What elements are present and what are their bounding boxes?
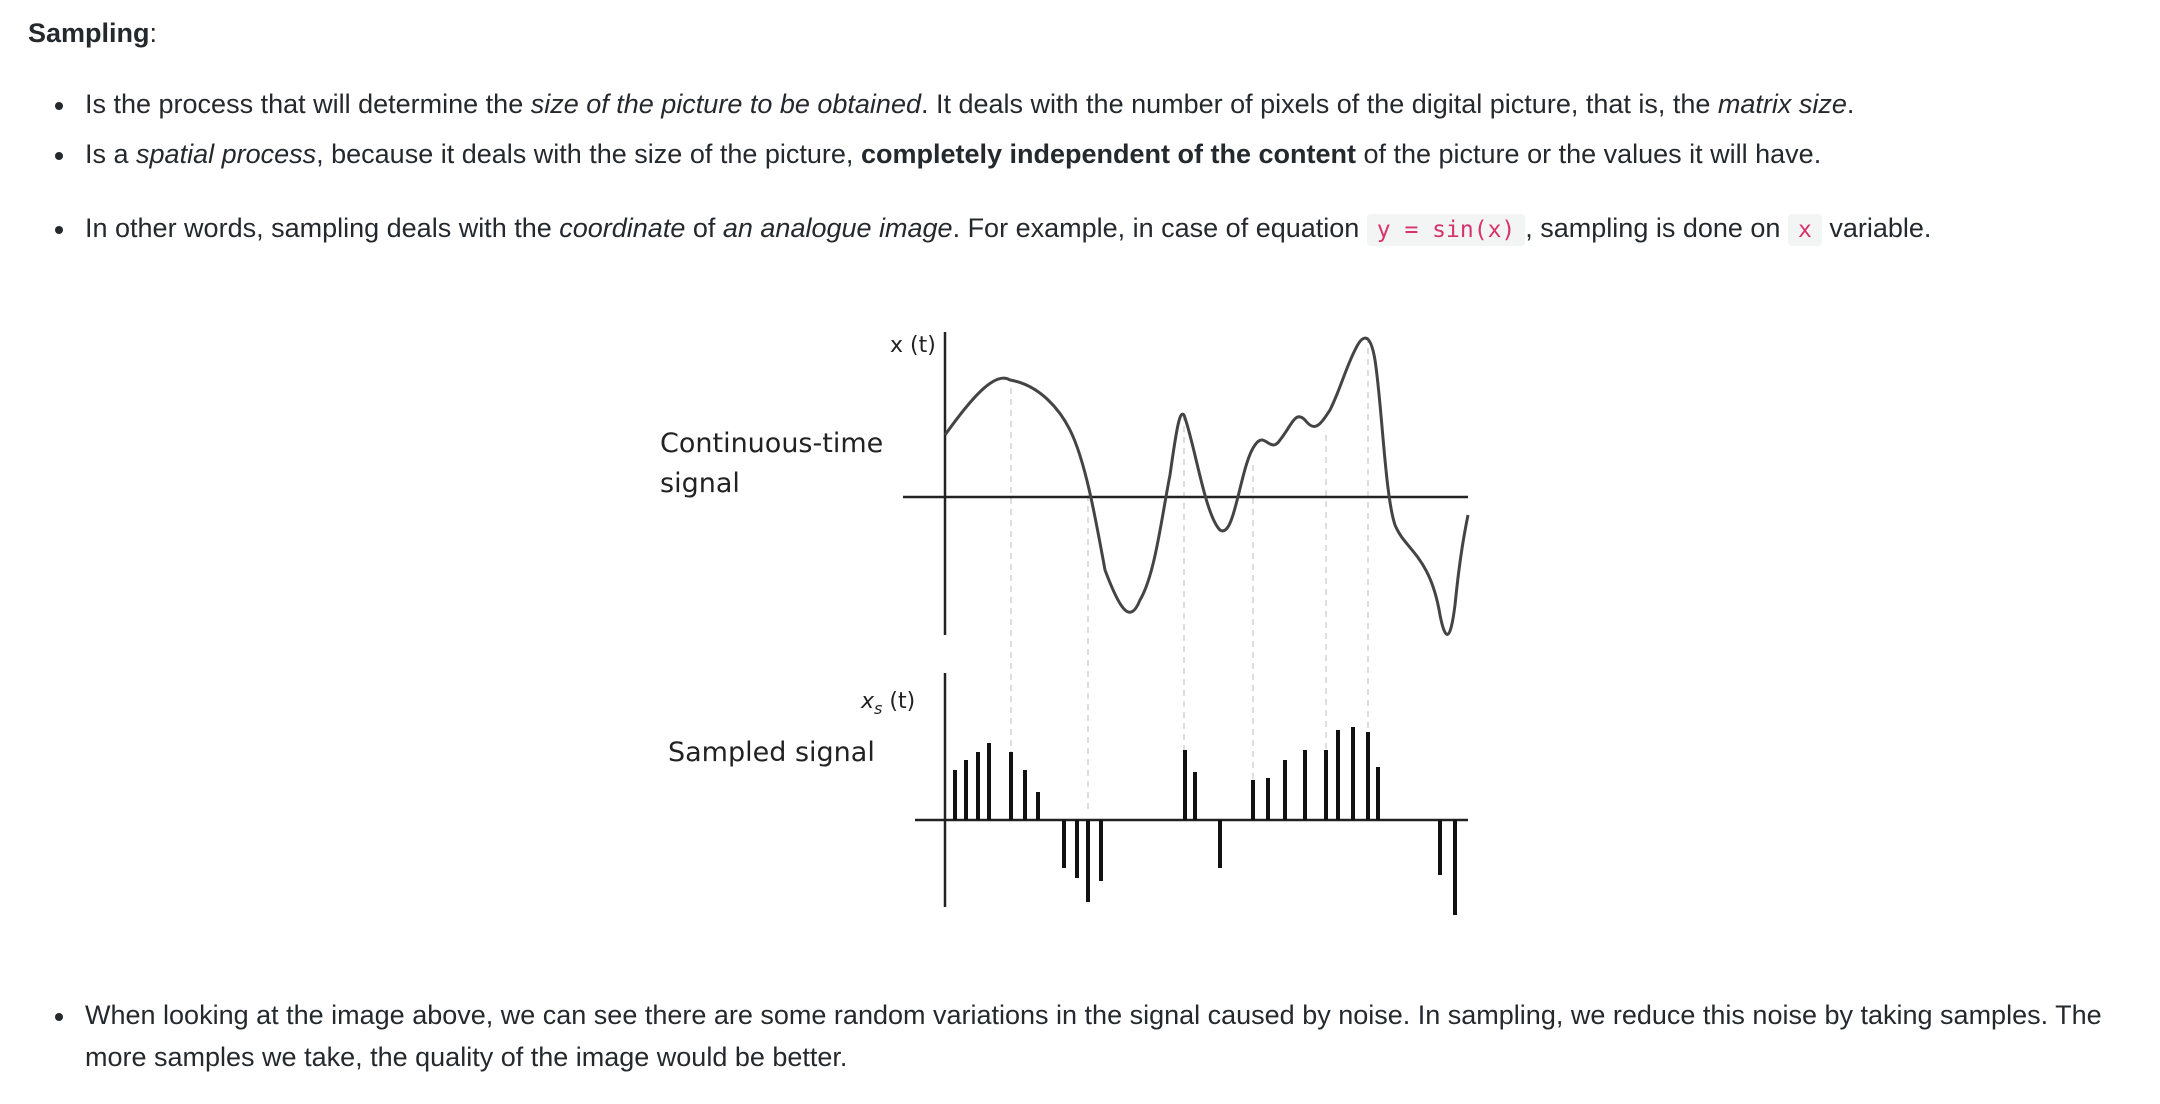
text-run: , because it deals with the size of the … <box>316 139 861 169</box>
text-run: Is a <box>85 139 137 169</box>
sampling-figure: x (t) Continuous-time signal xs (t) Samp… <box>640 315 1500 935</box>
italic-run: coordinate <box>559 213 686 243</box>
text-run: , sampling is done on <box>1525 213 1788 243</box>
sampled-axis-label: xs (t) <box>860 689 915 718</box>
continuous-signal-label-line2: signal <box>660 468 740 499</box>
bullet-item-4: When looking at the image above, we can … <box>55 994 2140 1078</box>
sampled-axis-subscript: s <box>874 699 882 718</box>
italic-run: an analogue image <box>722 213 953 243</box>
inline-code: x <box>1787 214 1822 246</box>
sample-guide-lines <box>1010 337 1369 820</box>
bullet-item-3: In other words, sampling deals with the … <box>55 207 2140 251</box>
text-run: Is the process that will determine the <box>85 89 531 119</box>
bullet-item-2: Is a spatial process, because it deals w… <box>55 133 2140 175</box>
sampled-axis-var: x <box>860 689 875 714</box>
text-run: . <box>1846 89 1855 119</box>
sampling-diagram: x (t) Continuous-time signal xs (t) Samp… <box>660 332 1470 915</box>
bullet-item-1: Is the process that will determine the s… <box>55 83 2140 125</box>
italic-run: spatial process <box>136 139 317 169</box>
sample-stems <box>953 727 1457 915</box>
text-run: variable. <box>1821 213 1932 243</box>
bold-run: completely independent of the content <box>860 139 1356 169</box>
heading-colon: : <box>149 18 158 48</box>
continuous-axis-label: x (t) <box>890 333 936 358</box>
text-run: of <box>685 213 723 243</box>
continuous-signal-label-line1: Continuous-time <box>660 428 883 459</box>
italic-run: matrix size <box>1717 89 1847 119</box>
text-run: When looking at the image above, we can … <box>85 1000 2102 1072</box>
section-heading: Sampling: <box>28 12 157 54</box>
text-run: . It deals with the number of pixels of … <box>920 89 1718 119</box>
text-run: In other words, sampling deals with the <box>85 213 560 243</box>
heading-title: Sampling <box>28 18 150 48</box>
continuous-signal-curve <box>943 336 1470 636</box>
sampled-axis-rest: (t) <box>882 689 915 714</box>
text-run: . For example, in case of equation <box>952 213 1367 243</box>
sampled-signal-label: Sampled signal <box>668 737 875 768</box>
text-run: of the picture or the values it will hav… <box>1355 139 1822 169</box>
italic-run: size of the picture to be obtained <box>530 89 921 119</box>
inline-code: y = sin(x) <box>1366 214 1526 246</box>
